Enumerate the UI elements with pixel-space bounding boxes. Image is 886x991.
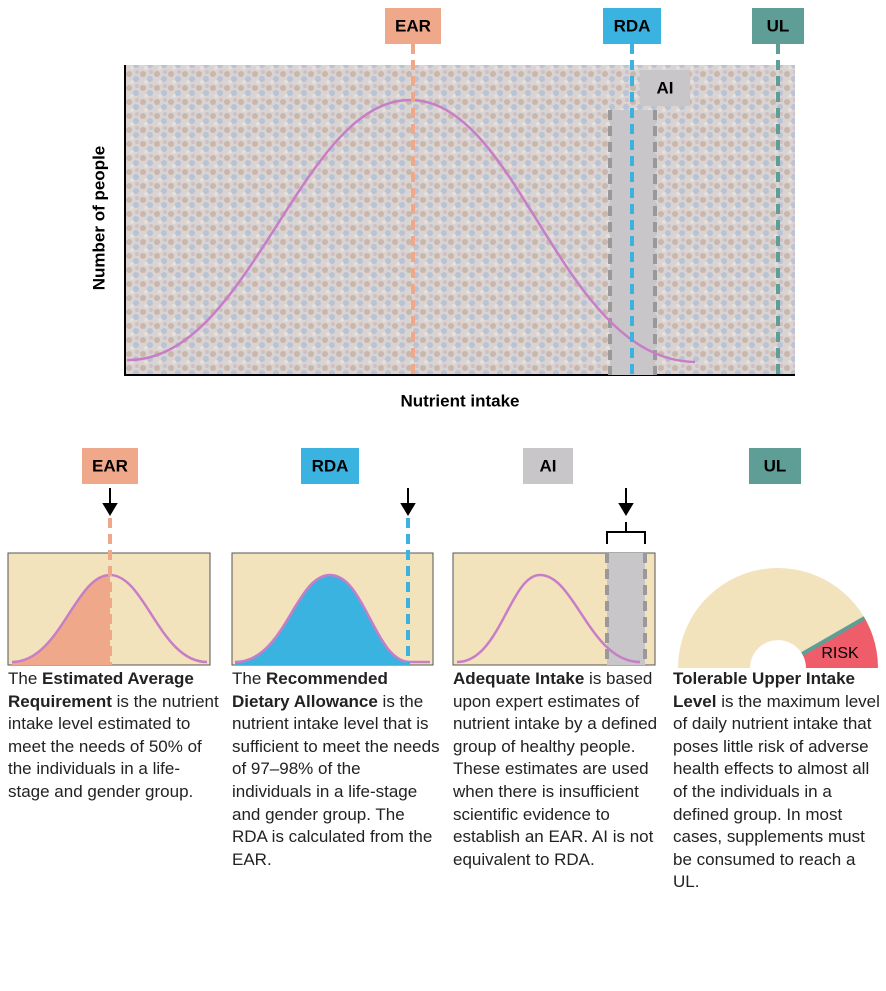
description: Tolerable Upper Intake Level is the maxi… xyxy=(673,668,885,894)
text: is the nutrient intake level that is suf… xyxy=(232,692,440,869)
ai-band xyxy=(607,553,645,665)
panel-label: UL xyxy=(764,456,787,475)
arrows xyxy=(104,488,645,544)
x-axis-label: Nutrient intake xyxy=(400,391,519,410)
marker-label: AI xyxy=(657,78,674,97)
marker-label: RDA xyxy=(614,16,651,35)
marker-label: UL xyxy=(767,16,790,35)
y-axis-label: Number of people xyxy=(89,146,108,291)
text: The xyxy=(8,669,42,688)
text: is the maximum level of daily nutrient i… xyxy=(673,692,880,892)
panel-label: EAR xyxy=(92,456,128,475)
risk-label: RISK xyxy=(821,645,859,662)
description: The Recommended Dietary Allowance is the… xyxy=(232,668,444,871)
description: Adequate Intake is based upon expert est… xyxy=(453,668,665,871)
text: The xyxy=(232,669,266,688)
panel-label: AI xyxy=(540,456,557,475)
panel-label: RDA xyxy=(312,456,349,475)
page: EAR RDA AI UL Number of people Nutrient … xyxy=(0,0,886,991)
description: The Estimated Average Requirement is the… xyxy=(8,668,220,804)
term: Adequate Intake xyxy=(453,669,584,688)
chart-background xyxy=(125,65,795,375)
text: is based upon expert estimates of nutrie… xyxy=(453,669,657,869)
marker-label: EAR xyxy=(395,16,431,35)
